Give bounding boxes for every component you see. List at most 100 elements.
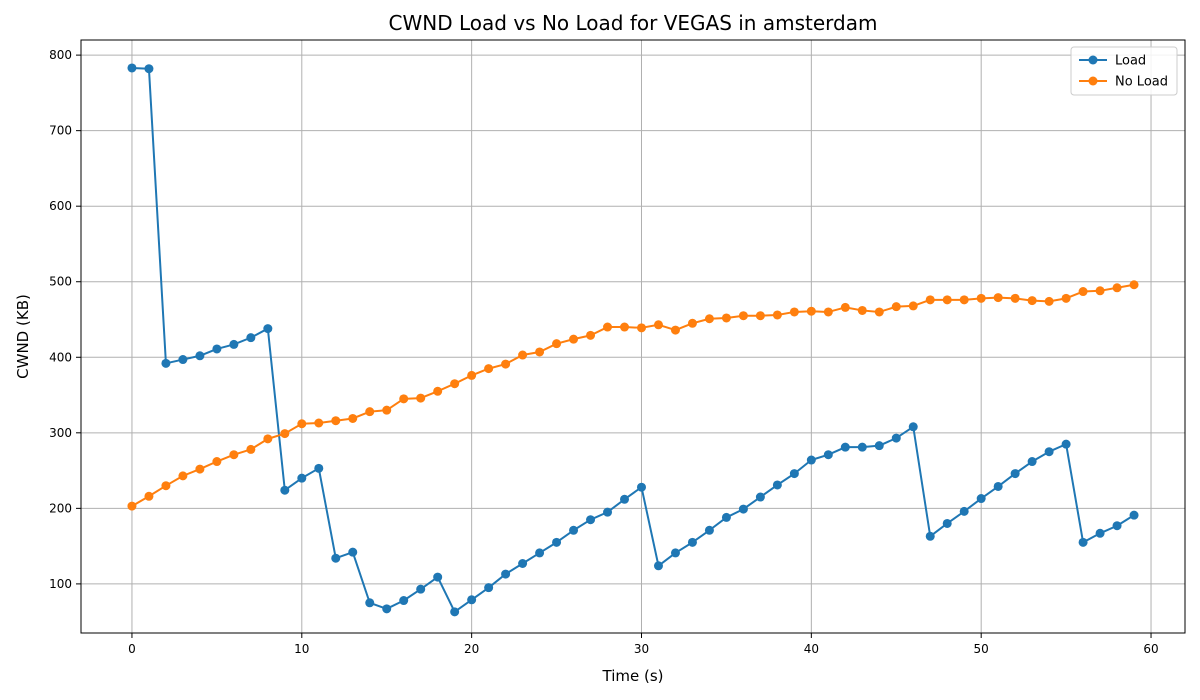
data-point (772, 480, 782, 490)
data-point (1078, 287, 1088, 297)
y-tick-label: 400 (49, 350, 72, 364)
data-point (178, 355, 188, 365)
data-point (789, 307, 799, 317)
chart-title: CWND Load vs No Load for VEGAS in amster… (389, 11, 878, 35)
data-point (1027, 457, 1037, 467)
data-point (195, 464, 205, 474)
legend-label: Load (1115, 54, 1146, 69)
data-point (1129, 280, 1139, 290)
legend-item-load: Load (1079, 54, 1146, 69)
data-point (1112, 283, 1122, 293)
data-point (620, 322, 630, 332)
data-point (586, 515, 596, 525)
x-tick-label: 60 (1143, 642, 1158, 656)
data-point (959, 295, 969, 305)
data-point (1078, 537, 1088, 547)
data-point (331, 553, 341, 563)
data-point (857, 305, 867, 315)
data-point (297, 473, 307, 483)
data-point (687, 318, 697, 328)
data-point (925, 531, 935, 541)
data-point (806, 455, 816, 465)
data-point (653, 320, 663, 330)
data-point (501, 569, 511, 579)
data-point (518, 559, 528, 569)
legend: Load No Load (1070, 46, 1178, 96)
data-point (212, 457, 222, 467)
y-axis-label: CWND (KB) (14, 294, 32, 379)
data-point (891, 302, 901, 312)
data-point (1095, 528, 1105, 538)
data-point (263, 434, 273, 444)
data-point (348, 547, 358, 557)
data-point (467, 595, 477, 605)
y-tick-label: 300 (49, 426, 72, 440)
series-lines (127, 63, 1139, 617)
data-point (433, 386, 443, 396)
data-point (484, 583, 494, 593)
data-point (636, 323, 646, 333)
legend-label: No Load (1115, 75, 1168, 90)
data-point (229, 450, 239, 460)
data-point (569, 525, 579, 535)
data-point (382, 405, 392, 415)
data-point (280, 429, 290, 439)
data-point (874, 441, 884, 451)
x-tick-label: 10 (294, 642, 309, 656)
data-point (569, 334, 579, 344)
data-point (993, 481, 1003, 491)
data-point (280, 485, 290, 495)
y-tick-label: 500 (49, 275, 72, 289)
data-point (212, 344, 222, 354)
legend-swatch-marker (1088, 55, 1098, 65)
data-point (450, 607, 460, 617)
data-point (908, 422, 918, 432)
series-line (131, 66, 1135, 613)
data-point (857, 442, 867, 452)
data-point (976, 494, 986, 504)
data-point (416, 393, 426, 403)
data-point (178, 471, 188, 481)
data-point (704, 314, 714, 324)
data-point (314, 463, 324, 473)
data-point (620, 494, 630, 504)
data-point (908, 301, 918, 311)
data-point (365, 407, 375, 417)
data-point (382, 604, 392, 614)
data-point (721, 313, 731, 323)
x-tick-label: 0 (128, 642, 136, 656)
data-point (874, 307, 884, 317)
data-point (535, 347, 545, 357)
data-point (586, 330, 596, 340)
x-tick-label: 30 (634, 642, 649, 656)
data-point (806, 306, 816, 316)
data-point (942, 518, 952, 528)
x-axis-label: Time (s) (602, 667, 664, 685)
data-point (1061, 439, 1071, 449)
data-point (314, 418, 324, 428)
data-point (416, 584, 426, 594)
data-point (450, 379, 460, 389)
data-point (670, 325, 680, 335)
data-point (144, 64, 154, 74)
data-point (263, 324, 273, 334)
data-point (670, 548, 680, 558)
data-point (755, 492, 765, 502)
data-point (399, 596, 409, 606)
data-point (399, 394, 409, 404)
data-point (959, 506, 969, 516)
data-point (653, 561, 663, 571)
data-point (840, 302, 850, 312)
data-point (704, 525, 714, 535)
data-point (721, 512, 731, 522)
y-tick-label: 700 (49, 124, 72, 138)
data-point (246, 444, 256, 454)
data-point (195, 351, 205, 361)
data-point (823, 307, 833, 317)
legend-swatch-marker (1088, 76, 1098, 86)
data-point (1095, 286, 1105, 296)
data-point (603, 507, 613, 517)
data-point (1129, 510, 1139, 520)
data-point (467, 370, 477, 380)
y-tick-label: 200 (49, 501, 72, 515)
